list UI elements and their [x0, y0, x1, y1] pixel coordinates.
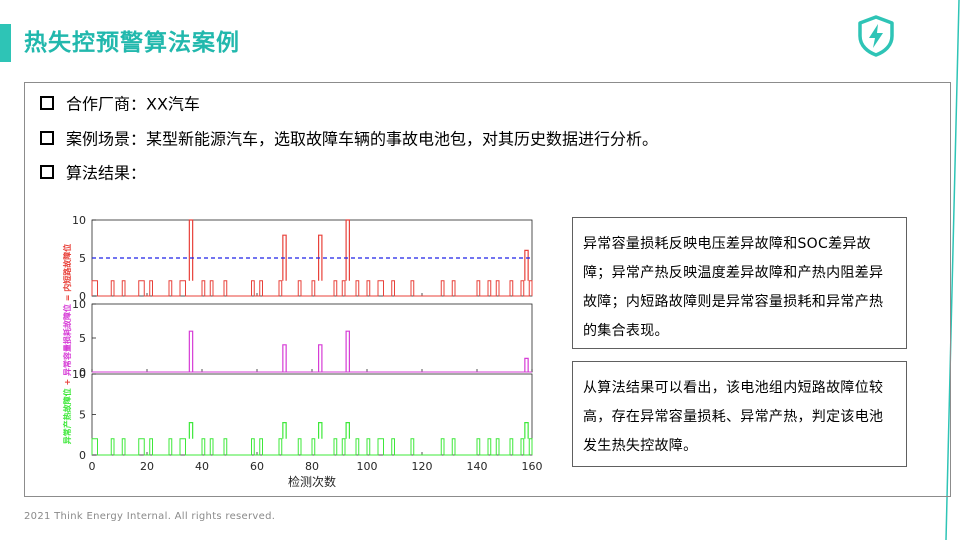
bullet-text: 合作厂商：XX汽车 [66, 94, 200, 114]
bullet-text: 案例场景：某型新能源汽车，选取故障车辆的事故电池包，对其历史数据进行分析。 [66, 129, 659, 149]
series-spike [345, 330, 350, 372]
bullet-result: 算法结果： [40, 162, 146, 184]
y-axis-label-part: 内短路故障位 [62, 244, 72, 292]
x-tick-label: 0 [89, 460, 96, 473]
bullet-scenario: 案例场景：某型新能源汽车，选取故障车辆的事故电池包，对其历史数据进行分析。 [40, 128, 658, 150]
slide-edge-decoration [945, 0, 960, 540]
x-tick-label: 160 [522, 460, 543, 473]
x-tick-label: 60 [250, 460, 264, 473]
y-tick-label: 10 [72, 298, 86, 311]
y-axis-label-part: + [63, 376, 72, 388]
footer-copyright: 2021 Think Energy Internal. All rights r… [24, 511, 276, 522]
title-accent-bar [0, 24, 11, 62]
series-spike [524, 422, 529, 439]
note-text-1: 异常容量损耗反映电压差异故障和SOC差异故障；异常产热反映温度差异故障和产热内阻… [583, 236, 884, 339]
page-title: 热失控预警算法案例 [24, 30, 240, 56]
series-spike [188, 330, 194, 372]
y-tick-label: 0 [79, 290, 86, 303]
x-tick-label: 140 [467, 460, 488, 473]
shield-lightning-icon [858, 15, 894, 57]
note-box-1: 异常容量损耗反映电压差异故障和SOC差异故障；异常产热反映温度差异故障和产热内阻… [572, 217, 907, 349]
note-box-2: 从算法结果可以看出，该电池组内短路故障位较高，存在异常容量损耗、异常产热，判定该… [572, 361, 907, 467]
bullet-partner: 合作厂商：XX汽车 [40, 93, 200, 115]
y-tick-label: 0 [79, 366, 86, 379]
series-spike [524, 357, 529, 372]
content-frame [24, 82, 951, 497]
bullet-checkbox-icon [40, 130, 54, 145]
x-tick-label: 120 [412, 460, 433, 473]
series-spike [318, 344, 323, 372]
x-axis-label: 检测次数 [288, 474, 336, 489]
y-axis-label-part: = [63, 292, 72, 304]
series-spike [188, 422, 194, 439]
y-tick-label: 5 [79, 409, 86, 422]
bullet-text: 算法结果： [66, 163, 147, 183]
y-tick-label: 5 [79, 332, 86, 345]
series-spike [318, 422, 323, 439]
series-spike [524, 249, 529, 281]
bullet-checkbox-icon [40, 95, 54, 110]
y-axis-label-part: 异常产热故障位 [62, 388, 72, 444]
series-baseline-abnormal_heat [91, 438, 533, 456]
y-tick-label: 10 [72, 368, 86, 381]
note-text-2: 从算法结果可以看出，该电池组内短路故障位较高，存在异常容量损耗、异常产热，判定该… [583, 380, 884, 454]
x-tick-label: 100 [357, 460, 378, 473]
y-tick-label: 10 [72, 214, 86, 227]
x-tick-label: 40 [195, 460, 209, 473]
series-spike [282, 344, 287, 372]
series-spike [282, 422, 287, 439]
chart-panel-frame [91, 303, 533, 373]
x-tick-label: 20 [140, 460, 154, 473]
y-tick-label: 0 [79, 449, 86, 462]
series-spike [188, 219, 194, 281]
y-axis-label: 异常产热故障位 + 异常容量损耗故障位 = 内短路故障位 [62, 244, 72, 445]
bullet-checkbox-icon [40, 164, 54, 179]
x-tick-label: 80 [305, 460, 319, 473]
y-tick-label: 5 [79, 252, 86, 265]
series-baseline-internal_short [91, 280, 533, 297]
y-axis-label-part: 异常容量损耗故障位 [62, 304, 72, 376]
series-spike [345, 219, 350, 281]
series-spike [345, 422, 350, 439]
